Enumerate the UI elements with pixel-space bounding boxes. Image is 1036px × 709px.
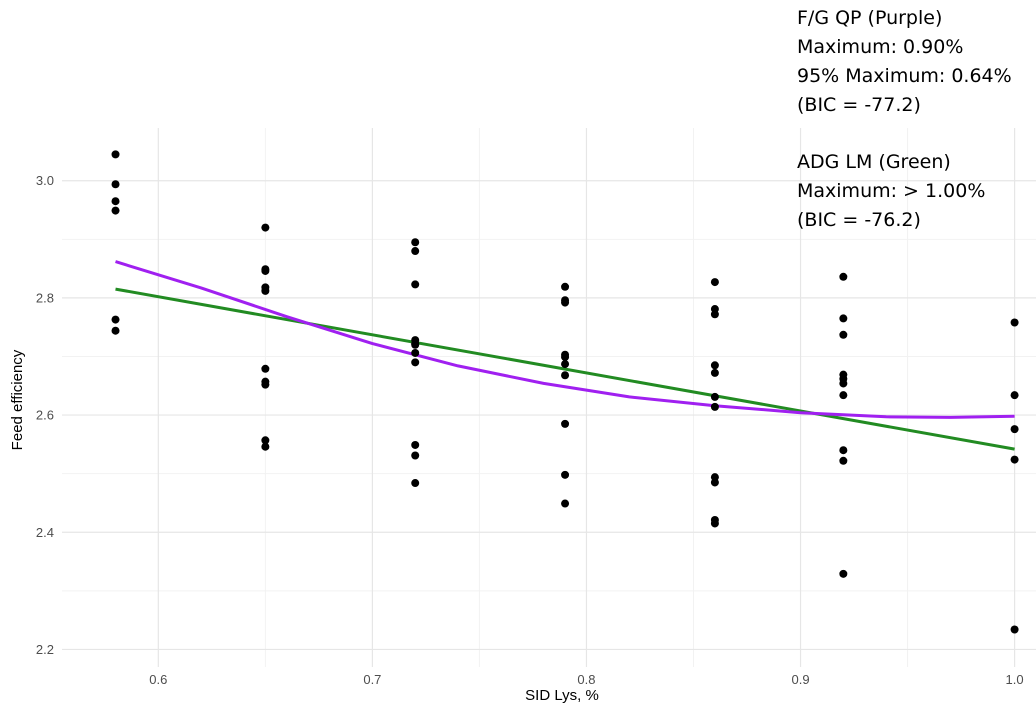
data-point bbox=[261, 442, 270, 451]
x-tick-label: 0.6 bbox=[149, 672, 167, 687]
data-point bbox=[839, 330, 848, 339]
data-point bbox=[839, 391, 848, 400]
x-tick-label: 0.9 bbox=[791, 672, 809, 687]
x-axis-title: SID Lys, % bbox=[525, 687, 599, 704]
data-point bbox=[710, 368, 719, 377]
data-point bbox=[561, 419, 570, 428]
adg-annotation-bic: (BIC = -76.2) bbox=[797, 209, 921, 231]
data-point bbox=[710, 310, 719, 319]
data-point bbox=[1010, 391, 1019, 400]
fg-annotation-bic: (BIC = -77.2) bbox=[797, 94, 921, 116]
data-point bbox=[411, 340, 420, 349]
y-axis-title: Feed efficiency bbox=[9, 349, 26, 450]
adg-annotation: ADG LM (Green) Maximum: > 1.00% (BIC = -… bbox=[797, 148, 985, 235]
data-point bbox=[261, 436, 270, 445]
data-point bbox=[411, 479, 420, 488]
y-tick-label: 2.8 bbox=[36, 290, 54, 305]
fit-lines bbox=[115, 260, 1015, 451]
fg-annotation-maximum: Maximum: 0.90% bbox=[797, 36, 964, 58]
data-point bbox=[1010, 425, 1019, 434]
data-point bbox=[839, 314, 848, 323]
data-point bbox=[710, 402, 719, 411]
data-point bbox=[839, 379, 848, 388]
data-points bbox=[111, 150, 1019, 634]
data-point bbox=[561, 353, 570, 362]
fg-annotation-title: F/G QP (Purple) bbox=[797, 7, 943, 29]
data-point bbox=[839, 446, 848, 455]
tick-labels: 0.6 0.7 0.8 0.9 1.0 2.2 2.4 2.6 2.8 3.0 bbox=[36, 173, 1024, 687]
data-point bbox=[561, 360, 570, 369]
data-point bbox=[261, 364, 270, 373]
data-point bbox=[839, 272, 848, 281]
x-tick-label: 0.8 bbox=[577, 672, 595, 687]
data-point bbox=[111, 326, 120, 335]
series-line bbox=[115, 287, 1015, 451]
adg-annotation-maximum: Maximum: > 1.00% bbox=[797, 180, 986, 202]
data-point bbox=[1010, 455, 1019, 464]
data-point bbox=[111, 180, 120, 189]
data-point bbox=[111, 206, 120, 215]
data-point bbox=[561, 470, 570, 479]
data-point bbox=[1010, 318, 1019, 327]
x-tick-label: 1.0 bbox=[1006, 672, 1024, 687]
data-point bbox=[411, 440, 420, 449]
data-point bbox=[261, 223, 270, 232]
data-point bbox=[411, 280, 420, 289]
y-tick-label: 3.0 bbox=[36, 173, 54, 188]
y-tick-label: 2.2 bbox=[36, 642, 54, 657]
data-point bbox=[411, 451, 420, 460]
data-point bbox=[561, 298, 570, 307]
data-point bbox=[839, 456, 848, 465]
data-point bbox=[561, 282, 570, 291]
series-line bbox=[115, 260, 1015, 419]
data-point bbox=[111, 150, 120, 159]
adg-annotation-title: ADG LM (Green) bbox=[797, 151, 951, 173]
data-point bbox=[710, 392, 719, 401]
data-point bbox=[111, 315, 120, 324]
data-point bbox=[411, 247, 420, 256]
y-tick-label: 2.6 bbox=[36, 408, 54, 423]
data-point bbox=[261, 380, 270, 389]
fg-annotation-95-maximum: 95% Maximum: 0.64% bbox=[797, 65, 1012, 87]
data-point bbox=[710, 278, 719, 287]
data-point bbox=[411, 238, 420, 247]
data-point bbox=[710, 519, 719, 528]
data-point bbox=[561, 499, 570, 508]
data-point bbox=[411, 358, 420, 367]
data-point bbox=[261, 286, 270, 295]
data-point bbox=[261, 266, 270, 275]
data-point bbox=[411, 348, 420, 357]
x-tick-label: 0.7 bbox=[363, 672, 381, 687]
data-point bbox=[111, 197, 120, 206]
y-tick-label: 2.4 bbox=[36, 525, 54, 540]
fg-annotation: F/G QP (Purple) Maximum: 0.90% 95% Maxim… bbox=[797, 4, 1012, 120]
data-point bbox=[710, 478, 719, 487]
data-point bbox=[710, 361, 719, 370]
data-point bbox=[561, 371, 570, 380]
data-point bbox=[839, 569, 848, 578]
data-point bbox=[1010, 625, 1019, 634]
